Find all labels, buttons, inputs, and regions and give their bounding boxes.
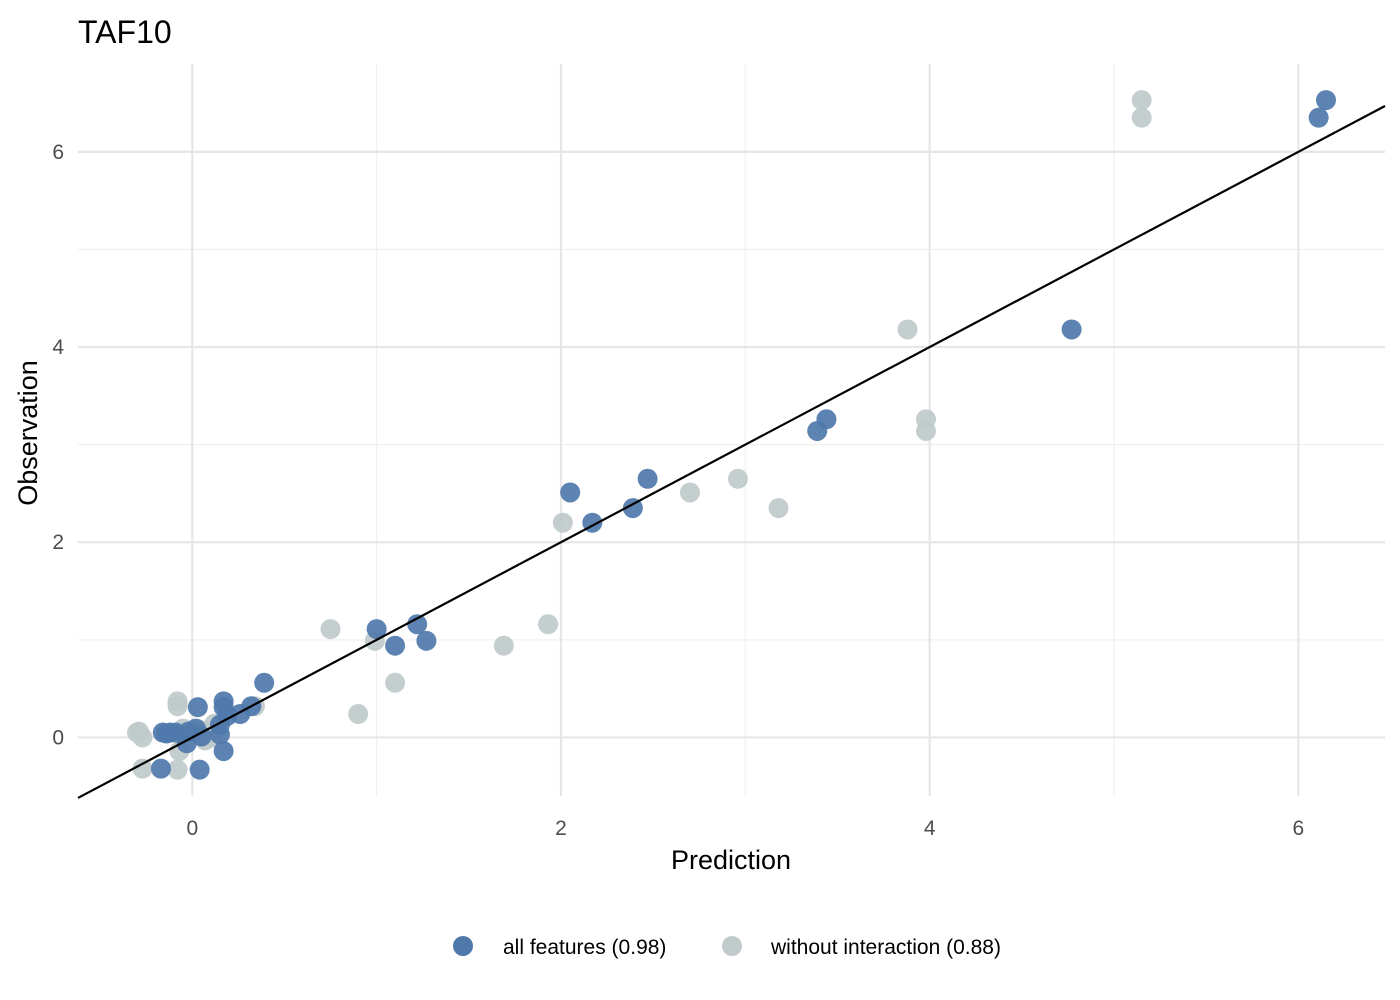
y-tick-label: 0 (52, 726, 64, 749)
series-all-features (150, 90, 1337, 780)
data-point (385, 672, 406, 693)
data-point (407, 614, 428, 635)
data-point (126, 722, 147, 743)
data-point (1061, 319, 1082, 340)
y-tick-label: 2 (52, 531, 64, 554)
data-point (132, 758, 153, 779)
data-point (167, 759, 188, 780)
data-point (366, 619, 387, 640)
data-point (493, 635, 514, 656)
data-point (1131, 107, 1152, 128)
data-point (416, 630, 437, 651)
chart-title: TAF10 (78, 14, 172, 50)
data-point (807, 420, 828, 441)
data-point (213, 697, 234, 718)
data-point (915, 420, 936, 441)
data-point (213, 741, 234, 762)
data-point (637, 468, 658, 489)
data-point (348, 704, 369, 725)
data-point (187, 697, 208, 718)
legend-label-all-features: all features (0.98) (503, 936, 666, 959)
tick-labels: 0 2 4 6 0 2 4 6 (52, 141, 1304, 840)
x-tick-label: 2 (555, 817, 567, 840)
data-point (385, 635, 406, 656)
data-point (189, 759, 210, 780)
data-point (1308, 107, 1329, 128)
data-point (538, 614, 559, 635)
data-point (768, 498, 789, 519)
x-axis-title: Prediction (671, 845, 791, 875)
data-point (254, 672, 275, 693)
data-point (150, 758, 171, 779)
data-point (1316, 90, 1337, 111)
legend-marker-all-features (453, 936, 473, 956)
data-point (167, 696, 188, 717)
legend: all features (0.98) without interaction … (453, 936, 1001, 959)
series-without-interaction (126, 90, 1152, 780)
x-tick-label: 0 (186, 817, 198, 840)
x-tick-label: 6 (1293, 817, 1305, 840)
data-point (552, 512, 573, 533)
data-point (622, 498, 643, 519)
data-point (897, 319, 918, 340)
legend-label-without-interaction: without interaction (0.88) (770, 936, 1001, 959)
data-point (156, 723, 177, 744)
legend-marker-without-interaction (722, 936, 742, 956)
x-tick-label: 4 (924, 817, 936, 840)
data-point (727, 468, 748, 489)
y-tick-label: 6 (52, 141, 64, 164)
data-point (560, 482, 581, 503)
data-point (680, 482, 701, 503)
data-point (1131, 90, 1152, 111)
data-point (320, 619, 341, 640)
reference-line-layer (77, 104, 1386, 799)
y-axis-title: Observation (13, 360, 43, 506)
y-tick-label: 4 (52, 336, 64, 359)
data-point (209, 724, 230, 745)
reference-line (77, 104, 1386, 799)
grid (78, 64, 1385, 796)
